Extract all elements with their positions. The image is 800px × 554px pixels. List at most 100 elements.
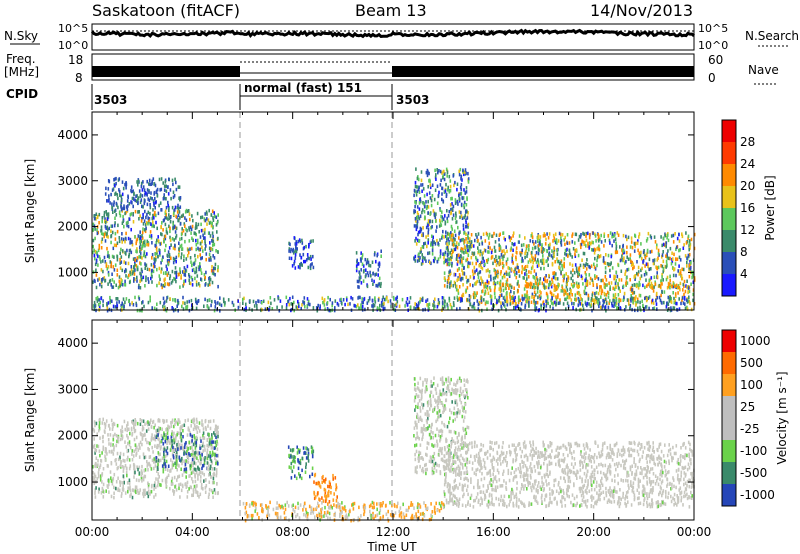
power-cells-cell bbox=[276, 305, 278, 310]
power-cells-cell bbox=[179, 216, 181, 220]
velocity-cells-cell bbox=[165, 459, 168, 464]
power-cells-cell bbox=[186, 300, 188, 304]
power-cells-cell bbox=[552, 275, 555, 280]
power-cells-cell bbox=[418, 301, 420, 305]
velocity-cells-cell bbox=[167, 428, 170, 432]
power-cells-cell bbox=[208, 221, 211, 225]
power-cells-cell bbox=[588, 246, 590, 250]
velocity-cells-cell bbox=[93, 429, 96, 433]
power-cells-cell bbox=[523, 276, 525, 280]
power-cells-cell bbox=[566, 241, 569, 245]
power-cells-cell bbox=[150, 191, 152, 195]
power-cells-cell bbox=[602, 259, 605, 263]
velocity-cells-cell bbox=[201, 419, 203, 423]
power-cells-cell bbox=[98, 243, 101, 248]
velocity-cells-cell bbox=[149, 492, 151, 496]
power-cells-cell bbox=[523, 287, 526, 291]
power-cells-cell bbox=[436, 238, 438, 243]
velocity-cells-cell bbox=[161, 464, 164, 468]
velocity-cells-cell bbox=[94, 474, 97, 479]
velocity-cells-cell bbox=[93, 437, 95, 441]
power-cells-cell bbox=[446, 252, 449, 257]
power-cells-cell bbox=[440, 178, 442, 183]
velocity-cells-cell bbox=[194, 446, 197, 450]
power-cells-cell bbox=[382, 307, 385, 312]
velocity-cells-cell bbox=[116, 439, 118, 444]
power-cells-cell bbox=[593, 265, 596, 269]
nave-label: Nave bbox=[748, 63, 779, 77]
power-cells-cell bbox=[138, 283, 140, 288]
velocity-cells-cell bbox=[146, 464, 149, 468]
power-cells-cell bbox=[130, 267, 133, 272]
power-cells-cell bbox=[210, 247, 212, 251]
power-cells-cell bbox=[185, 257, 188, 261]
power-cells-cell bbox=[553, 238, 556, 243]
power-cells-cell bbox=[340, 297, 342, 302]
power-cells-cell bbox=[602, 298, 604, 303]
power-cells-cell bbox=[437, 298, 440, 302]
velocity-cells-cell bbox=[177, 422, 179, 426]
power-cells-cell bbox=[199, 262, 201, 266]
power-cells-cell bbox=[414, 209, 416, 214]
power-cells-cell bbox=[122, 214, 124, 219]
power-cells-cell bbox=[94, 249, 97, 254]
power-cells-cell bbox=[516, 263, 519, 267]
power-cells-cell bbox=[463, 272, 466, 276]
power-cells-cell bbox=[504, 299, 506, 304]
velocity-cells-cell bbox=[109, 433, 112, 437]
power-cells-cell bbox=[600, 305, 602, 310]
power-cells-cell bbox=[478, 309, 481, 313]
power-cells-cell bbox=[148, 190, 150, 194]
velocity-cells-cell bbox=[212, 476, 215, 481]
power-cells-cell bbox=[110, 224, 112, 228]
velocity-cells-cell bbox=[168, 425, 171, 430]
power-cells-cell bbox=[548, 273, 550, 278]
power-cells-cell bbox=[502, 301, 504, 305]
velocity-cells-cell bbox=[165, 435, 167, 439]
power-cells-cell bbox=[449, 234, 451, 239]
velocity-cells-cell bbox=[149, 464, 152, 468]
velocity-cells-cell bbox=[173, 440, 176, 445]
power-cells-cell bbox=[110, 283, 112, 287]
power-cells-cell bbox=[508, 283, 511, 288]
power-cells-cell bbox=[548, 283, 550, 287]
velocity-cells-cell bbox=[157, 480, 160, 485]
velocity-cells-cell bbox=[217, 453, 219, 458]
power-cells-cell bbox=[409, 305, 412, 309]
power-cells-cell bbox=[683, 279, 686, 284]
power-cells-cell bbox=[287, 299, 290, 303]
power-cells-cell bbox=[546, 249, 548, 254]
power-cells-cell bbox=[571, 234, 573, 238]
power-cells-cell bbox=[451, 207, 454, 211]
power-cells-cell bbox=[169, 274, 172, 278]
velocity-cells-cell bbox=[197, 465, 199, 470]
power-cells-cell bbox=[596, 299, 599, 303]
velocity-cells-cell bbox=[115, 458, 117, 462]
power-cells-cell bbox=[117, 196, 119, 201]
velocity-cells-cell bbox=[167, 468, 169, 472]
power-cells-cell bbox=[208, 298, 211, 302]
power-cells-cell bbox=[487, 300, 489, 305]
power-cells-cell bbox=[653, 306, 656, 310]
velocity-cells-cell bbox=[113, 445, 115, 449]
velocity-cells-cell bbox=[101, 473, 103, 478]
velocity-cells-cell bbox=[203, 458, 206, 463]
power-cells-cell bbox=[421, 296, 424, 301]
power-cells-cell bbox=[671, 284, 673, 289]
power-cells-cell bbox=[493, 291, 496, 296]
velocity-cells-cell bbox=[141, 442, 143, 447]
noise-panel-frame bbox=[91, 23, 695, 51]
power-cells-cell bbox=[616, 231, 619, 235]
velocity-cells-cell bbox=[94, 479, 96, 484]
power-cells-cell bbox=[497, 308, 500, 313]
power-cells-cell bbox=[513, 242, 515, 247]
power-cells-cell bbox=[114, 208, 117, 212]
velocity-cells-cell bbox=[194, 451, 196, 455]
power-cells-cell bbox=[441, 305, 444, 309]
power-cells-cell bbox=[196, 274, 199, 278]
power-cells-cell bbox=[609, 262, 612, 267]
power-cells-cell bbox=[649, 277, 652, 282]
power-cells-cell bbox=[542, 234, 545, 238]
power-cells-cell bbox=[538, 279, 541, 283]
velocity-cells-cell bbox=[288, 465, 291, 469]
